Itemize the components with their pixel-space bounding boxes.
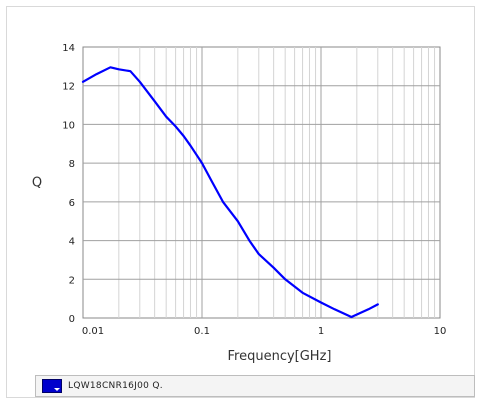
y-tick-label: 14 bbox=[62, 43, 75, 54]
grid-lines bbox=[83, 47, 440, 318]
y-axis-title: Q bbox=[32, 176, 42, 191]
y-tick-labels: 0 2 4 6 8 10 12 14 bbox=[62, 43, 75, 325]
x-tick-label: 0.01 bbox=[82, 326, 104, 337]
legend-color-swatch[interactable] bbox=[42, 379, 62, 393]
y-tick-label: 4 bbox=[69, 237, 75, 248]
q-series-line bbox=[81, 66, 379, 319]
series-layer bbox=[81, 66, 379, 319]
x-axis-title: Frequency[GHz] bbox=[228, 349, 332, 364]
plot-area bbox=[82, 46, 441, 319]
legend-label: LQW18CNR16J00 Q. bbox=[68, 381, 163, 391]
chart-frame: 0.01 0.1 1 10 0 2 4 6 8 10 12 14 Frequency[GHz] Q … bbox=[6, 6, 475, 398]
legend[interactable]: LQW18CNR16J00 Q. bbox=[35, 375, 475, 397]
y-tick-label: 8 bbox=[69, 159, 75, 170]
y-tick-label: 10 bbox=[62, 120, 75, 131]
q-frequency-chart: 0.01 0.1 1 10 0 2 4 6 8 10 12 14 Frequency[GHz] Q bbox=[32, 43, 447, 364]
x-tick-label: 1 bbox=[318, 326, 324, 337]
y-tick-label: 6 bbox=[69, 198, 75, 209]
y-tick-label: 2 bbox=[69, 275, 75, 286]
x-tick-labels: 0.01 0.1 1 10 bbox=[82, 326, 447, 337]
y-tick-label: 12 bbox=[62, 82, 75, 93]
x-tick-label: 10 bbox=[434, 326, 447, 337]
x-tick-label: 0.1 bbox=[194, 326, 210, 337]
y-tick-label: 0 bbox=[69, 314, 75, 325]
